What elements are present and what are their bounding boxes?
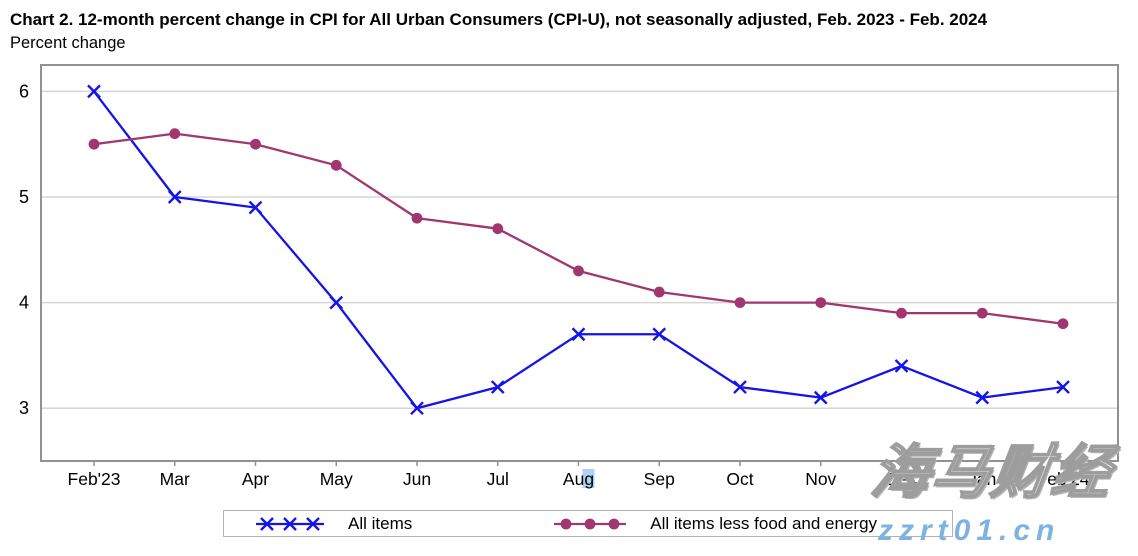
x-tick-label: Mar xyxy=(160,469,190,489)
legend-label-core: All items less food and energy xyxy=(650,513,878,533)
x-tick-label: Jul xyxy=(487,469,509,489)
x-tick-label: Feb'23 xyxy=(68,469,121,489)
x-tick-label: Aug xyxy=(563,469,594,489)
all-items-line-marker-icon xyxy=(256,516,324,531)
core-line-marker-icon xyxy=(554,518,627,529)
x-tick-label: Sep xyxy=(644,469,675,489)
series-all-items-less-food-and-energy xyxy=(88,128,1069,330)
series-all-items xyxy=(87,84,1070,416)
chart-title: Chart 2. 12-month percent change in CPI … xyxy=(10,10,988,29)
legend-label-all-items: All items xyxy=(348,513,413,533)
all-items-less-food-and-energy-line xyxy=(93,132,1064,325)
y-tick-label: 5 xyxy=(19,187,29,207)
x-tick-label: Oct xyxy=(726,469,753,489)
legend-item-core: All items less food and energy xyxy=(552,514,877,534)
selection-highlight xyxy=(582,469,595,488)
y-tick-label: 4 xyxy=(19,293,29,313)
y-axis-unit-label: Percent change xyxy=(10,34,126,52)
chart-legend: All items All items less food and energy xyxy=(223,510,953,537)
x-tick-label: Feb'24 xyxy=(1037,469,1090,489)
x-tick-label: Jan xyxy=(968,469,996,489)
y-tick-label: 6 xyxy=(19,81,29,101)
x-tick-label: Jun xyxy=(403,469,431,489)
x-tick-label: Dec xyxy=(886,469,917,489)
x-tick-label: Apr xyxy=(242,469,269,489)
x-tick-label: Nov xyxy=(805,469,836,489)
legend-item-all-items: All items xyxy=(254,514,412,534)
plot-border xyxy=(40,64,1119,462)
x-tick-label: May xyxy=(320,469,353,489)
y-tick-label: 3 xyxy=(19,398,29,418)
all-items-line xyxy=(93,90,1064,410)
